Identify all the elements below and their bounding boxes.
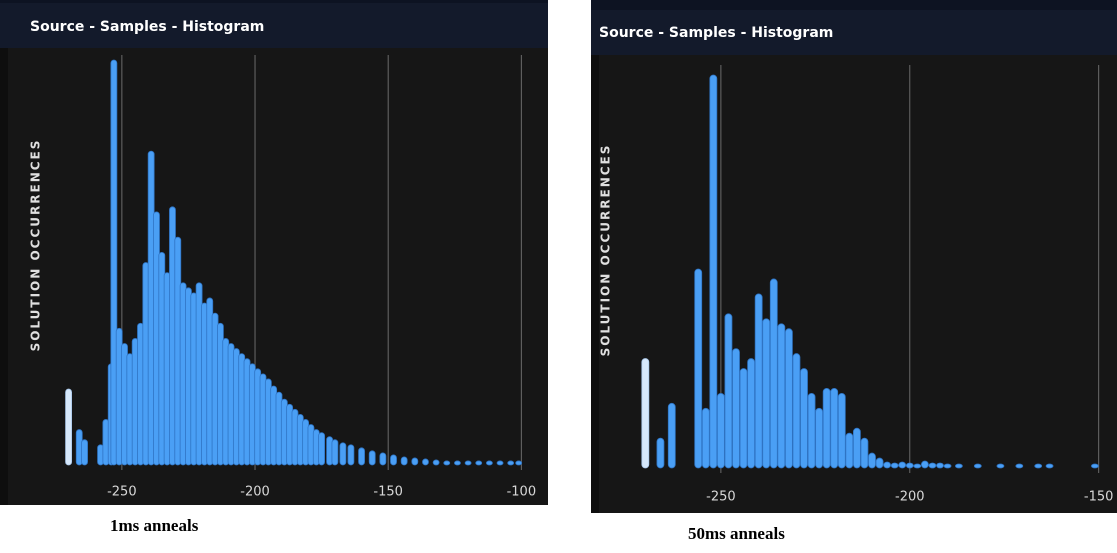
bar (822, 387, 831, 469)
bar (110, 59, 118, 466)
chart-title: Source - Samples - Histogram (599, 25, 833, 41)
bar (875, 457, 884, 469)
bar (339, 442, 347, 466)
bar (496, 460, 504, 466)
bar (667, 402, 676, 469)
bar (475, 460, 483, 466)
bar (454, 460, 461, 466)
bar (800, 368, 808, 469)
panel-left-edge (591, 55, 599, 513)
bar (732, 348, 740, 469)
bar (769, 278, 778, 469)
x-tick-label: -150 (373, 485, 403, 500)
bar (928, 462, 937, 469)
bar (852, 427, 861, 469)
bar (411, 457, 419, 466)
bar (400, 456, 408, 466)
bar (1090, 463, 1099, 469)
bar (898, 461, 907, 469)
bar (318, 432, 326, 466)
bar (754, 293, 763, 469)
x-tick-label: -250 (706, 490, 736, 505)
bar (358, 447, 365, 466)
panel-background (591, 0, 1117, 513)
chart-panel: Source - Samples - Histogram SOLUTION OCC… (0, 0, 548, 505)
bar (936, 462, 944, 469)
panel-left-edge (0, 48, 8, 505)
bar (1045, 463, 1054, 469)
bar (996, 463, 1005, 469)
bar (830, 387, 839, 469)
bar (709, 74, 718, 469)
bar (868, 452, 876, 469)
bar (807, 392, 816, 469)
bar (762, 318, 771, 469)
bar (641, 358, 650, 469)
bar (747, 358, 756, 469)
y-axis-label: SOLUTION OCCURRENCES (29, 139, 43, 352)
bar (860, 437, 869, 469)
caption: 50ms anneals (688, 524, 785, 543)
chart-panel: Source - Samples - Histogram SOLUTION OCC… (591, 0, 1117, 513)
bar (515, 460, 523, 466)
bar (432, 459, 440, 466)
bar (890, 462, 899, 469)
x-tick-label: -250 (107, 485, 137, 500)
panel-header (0, 3, 548, 48)
bar (464, 460, 472, 466)
bar (443, 460, 451, 466)
bar (784, 328, 793, 469)
x-tick-label: -200 (895, 490, 925, 505)
y-axis-label: SOLUTION OCCURRENCES (599, 144, 613, 357)
bar (792, 353, 801, 469)
bar (973, 463, 982, 469)
bar (507, 460, 515, 466)
bar (347, 444, 355, 466)
x-tick-label: -100 (507, 485, 537, 500)
panel-top-strip (591, 0, 1117, 10)
bar (379, 452, 387, 466)
bar (390, 454, 397, 466)
bar (1015, 463, 1024, 469)
bar (331, 439, 339, 466)
panel-top-strip (0, 0, 548, 3)
bar (65, 388, 72, 466)
panel-header (591, 10, 1117, 55)
bar (1034, 463, 1043, 469)
bar (954, 463, 963, 469)
chart-title: Source - Samples - Histogram (30, 19, 264, 35)
bar (777, 323, 786, 469)
bar (656, 437, 665, 469)
bar (81, 439, 88, 466)
bar (905, 462, 914, 469)
bar (485, 460, 493, 466)
bar (913, 463, 922, 469)
bar (739, 368, 748, 469)
bar (422, 458, 429, 466)
bar (883, 461, 892, 469)
bar (845, 432, 854, 469)
bar (724, 313, 733, 469)
caption: 1ms anneals (110, 516, 199, 535)
bar (368, 450, 376, 466)
bar (920, 460, 929, 469)
bar (815, 407, 824, 469)
bar (837, 392, 846, 469)
bar (701, 407, 710, 469)
x-tick-label: -200 (240, 485, 270, 500)
bar (716, 392, 725, 469)
bar (694, 268, 703, 469)
bar (943, 463, 952, 469)
x-tick-label: -150 (1084, 490, 1114, 505)
